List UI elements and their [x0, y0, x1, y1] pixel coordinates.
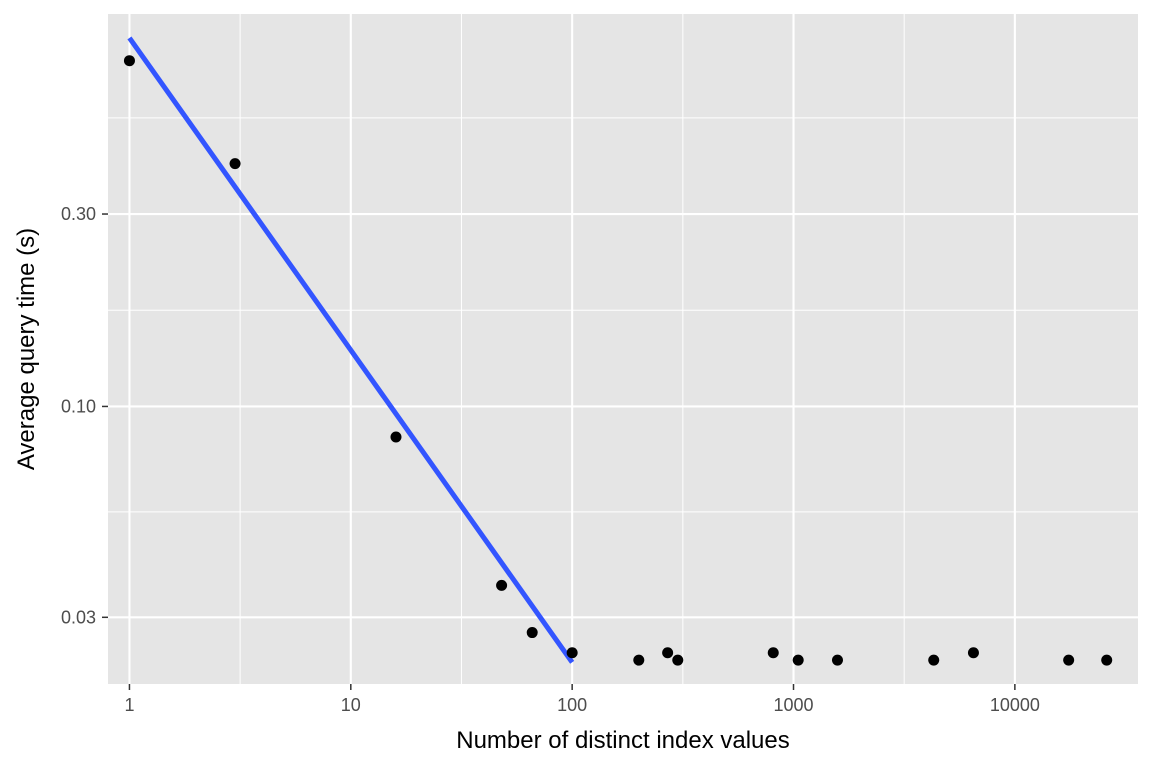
data-point — [633, 654, 645, 666]
x-tick-label: 10000 — [990, 695, 1040, 715]
data-point — [496, 579, 508, 591]
data-point — [1063, 654, 1075, 666]
major-gridlines — [108, 14, 1138, 684]
y-axis-ticks: 0.03 0.10 0.30 — [61, 204, 108, 627]
x-tick-label: 10 — [341, 695, 361, 715]
data-point — [672, 654, 684, 666]
data-point — [526, 627, 538, 639]
data-points — [123, 55, 1113, 666]
x-tick-label: 100 — [557, 695, 587, 715]
data-point — [792, 654, 804, 666]
data-point — [566, 647, 578, 659]
y-tick-label: 0.10 — [61, 396, 96, 416]
data-point — [662, 647, 674, 659]
x-tick-label: 1000 — [773, 695, 813, 715]
x-axis-title: Number of distinct index values — [456, 727, 790, 754]
x-axis-ticks: 1 10 100 1000 10000 — [124, 684, 1040, 715]
x-tick-label: 1 — [124, 695, 134, 715]
data-point — [767, 647, 779, 659]
data-point — [928, 654, 940, 666]
data-point — [831, 654, 843, 666]
data-point — [229, 158, 241, 170]
fit-line — [127, 36, 575, 664]
data-point — [390, 431, 402, 443]
y-axis-title: Average query time (s) — [13, 228, 40, 470]
minor-gridlines — [108, 14, 1138, 684]
y-tick-label: 0.03 — [61, 607, 96, 627]
panel-background — [108, 14, 1138, 684]
y-tick-label: 0.30 — [61, 204, 96, 224]
data-point — [123, 55, 135, 67]
fit-line-layer — [127, 36, 575, 664]
data-point — [967, 647, 979, 659]
data-point — [1101, 654, 1113, 666]
